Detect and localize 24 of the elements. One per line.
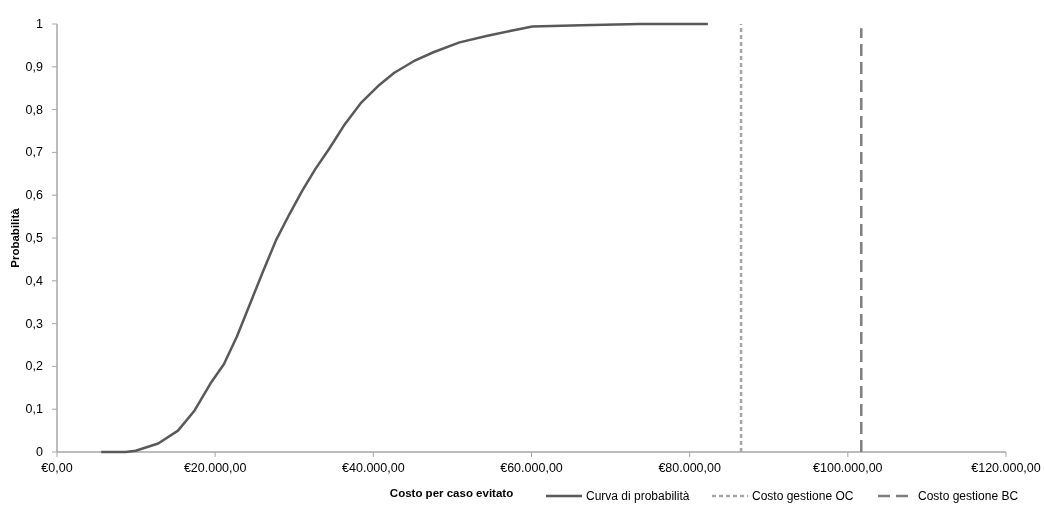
x-tick-label: €40.000,00 <box>342 461 405 475</box>
line-series <box>100 22 710 454</box>
y-axis-title: Probabilità <box>9 207 21 268</box>
x-tick-label: €100.000,00 <box>813 461 883 475</box>
x-tick-label: €20.000,00 <box>183 461 247 475</box>
x-tick-label: €60.000,00 <box>500 461 563 475</box>
x-tick-label: €80.000,00 <box>658 461 721 475</box>
y-tick-label: 1 <box>36 17 44 31</box>
legend-label: Costo gestione BC <box>918 489 1019 503</box>
x-tick-label: €0,00 <box>41 461 73 475</box>
legend-label: Costo gestione OC <box>752 489 854 503</box>
y-tick-label: 0,9 <box>25 59 44 74</box>
y-tick-label: 0 <box>36 445 44 459</box>
y-tick-label: 0,7 <box>25 145 44 160</box>
y-tick-label: 0,4 <box>25 273 44 288</box>
y-tick-label: 0,6 <box>25 188 44 203</box>
y-tick-label: 0,5 <box>25 231 44 245</box>
y-tick-label: 0,8 <box>25 102 44 117</box>
y-tick-label: 0,3 <box>25 316 44 331</box>
x-tick-label: €120.000,00 <box>971 461 1041 475</box>
y-tick-label: 0,1 <box>25 402 44 417</box>
y-tick-label: 0,2 <box>25 359 44 374</box>
legend-label: Curva di probabilità <box>586 489 690 503</box>
x-axis-title: Costo per caso evitato <box>389 487 514 499</box>
